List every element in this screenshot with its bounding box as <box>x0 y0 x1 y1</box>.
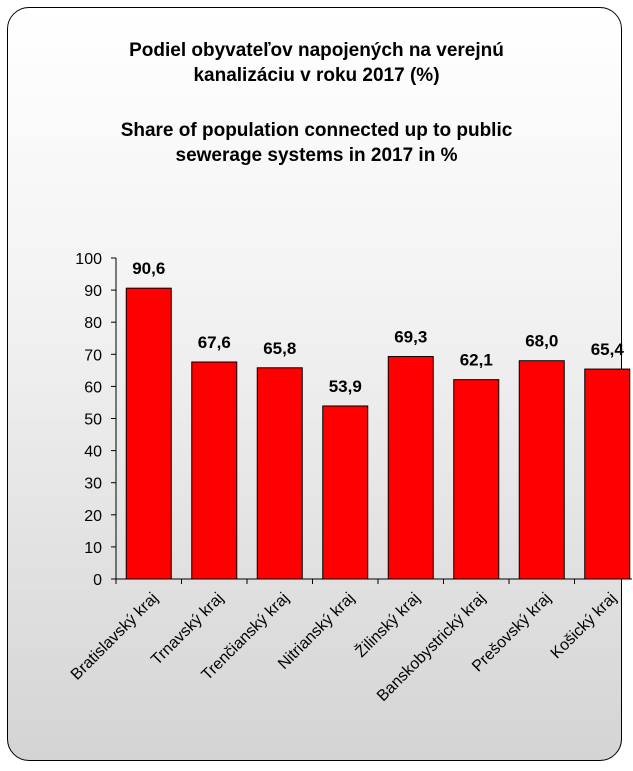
y-tick-label: 60 <box>84 379 102 396</box>
y-tick-label: 20 <box>84 508 102 525</box>
y-tick-label: 100 <box>75 251 102 268</box>
bar-value-label: 68,0 <box>525 332 558 351</box>
chart-title-slovak-line2: kanalizáciu v roku 2017 (%) <box>193 65 440 86</box>
chart-title-english: Share of population connected up to publ… <box>0 118 633 168</box>
x-category-label: Bratislavský kraj <box>68 590 162 684</box>
x-category-label: Košický kraj <box>548 590 620 662</box>
y-tick-label: 80 <box>84 315 102 332</box>
bar <box>387 356 434 580</box>
chart-title-english-line1: Share of population connected up to publ… <box>120 120 513 141</box>
y-tick-label: 0 <box>93 572 102 589</box>
bar-value-label: 65,8 <box>263 339 296 358</box>
x-category-label: Žilinský kraj <box>351 588 424 661</box>
bar-value-label: 65,4 <box>591 340 625 359</box>
y-tick-label: 50 <box>84 412 102 429</box>
y-tick-label: 30 <box>84 476 102 493</box>
bar <box>191 361 238 580</box>
bar-value-label: 90,6 <box>132 259 165 278</box>
chart-title-slovak-line1: Podiel obyvateľov napojených na verejnú <box>129 40 504 61</box>
y-tick-label: 90 <box>84 283 102 300</box>
bar-value-label: 67,6 <box>198 333 231 352</box>
bar-value-label: 62,1 <box>460 351 493 370</box>
bar <box>256 367 303 580</box>
y-tick-label: 40 <box>84 444 102 461</box>
bar <box>453 379 500 580</box>
x-category-label: Banskobystrický kraj <box>374 590 489 705</box>
bar-value-label: 69,3 <box>394 328 427 347</box>
y-tick-label: 70 <box>84 347 102 364</box>
y-tick-label: 10 <box>84 540 102 557</box>
bar <box>518 360 565 580</box>
bar <box>125 287 172 580</box>
bar-value-label: 53,9 <box>329 377 362 396</box>
bar <box>322 405 369 580</box>
bar <box>584 368 631 580</box>
chart-title-english-line2: sewerage systems in 2017 in % <box>175 145 458 166</box>
chart-title-slovak: Podiel obyvateľov napojených na verejnú … <box>0 38 633 88</box>
